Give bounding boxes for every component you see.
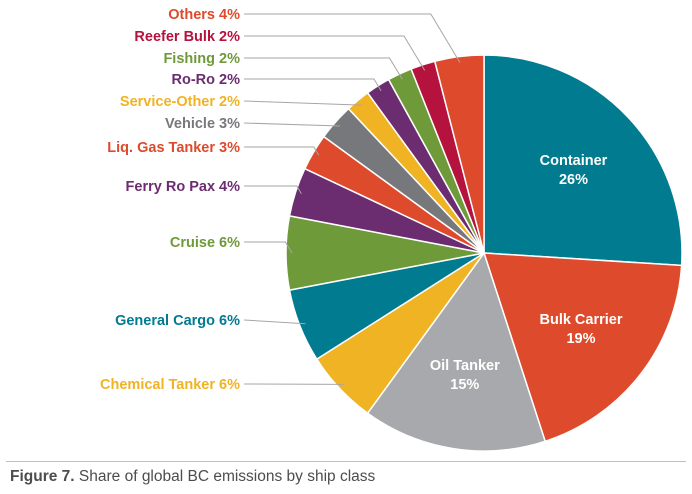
figure-caption: Figure 7. Share of global BC emissions b… (10, 468, 682, 486)
legend-label-cruise: Cruise 6% (170, 235, 240, 251)
pie-slice-others (433, 54, 485, 254)
leader-line-ro-ro (244, 78, 382, 92)
leader-line-service-other (243, 100, 362, 106)
leader-line-vehicle (243, 122, 341, 127)
legend-label-ro-ro: Ro-Ro 2% (172, 72, 241, 88)
legend-label-service-other: Service-Other 2% (120, 94, 240, 110)
slice-labels: Container 26% Bulk Carrier 19% Oil Tanker 15%… (100, 7, 623, 393)
slice-label-oil-tanker: Oil Tanker 15% (430, 358, 500, 393)
legend-label-chemical-tanker: Chemical Tanker 6% (100, 377, 240, 393)
figure-number: Figure 7. (10, 468, 75, 485)
legend-label-vehicle: Vehicle 3% (165, 116, 240, 132)
legend-label-fishing: Fishing 2% (163, 51, 240, 67)
caption-divider (6, 461, 686, 462)
leader-line-ferry-ro-pax (244, 185, 302, 194)
pie-slice-oil-tanker (366, 251, 547, 452)
leader-line-general-cargo (243, 319, 306, 325)
slice-label-container: Container 26% (540, 153, 608, 188)
pie-slice-bulk-carrier (482, 252, 683, 443)
legend-label-ferry-ro-pax: Ferry Ro Pax 4% (126, 179, 241, 195)
figure-caption-text: Share of global BC emissions by ship cla… (74, 468, 376, 485)
leader-line-fishing (244, 57, 403, 80)
legend-label-general-cargo: General Cargo 6% (115, 313, 240, 329)
legend-label-reefer-bulk: Reefer Bulk 2% (134, 29, 240, 45)
legend-label-others: Others 4% (168, 7, 240, 23)
leader-line-others (244, 13, 461, 63)
leader-lines (243, 13, 461, 385)
legend-label-liq-gas-tanker: Liq. Gas Tanker 3% (107, 140, 240, 156)
pie-slices (285, 54, 683, 452)
pie-slice-container (483, 54, 683, 267)
leader-line-liq-gas-tanker (244, 146, 320, 156)
slice-label-bulk-carrier: Bulk Carrier 19% (539, 312, 622, 347)
leader-line-reefer-bulk (244, 35, 426, 71)
leader-line-cruise (244, 241, 293, 254)
